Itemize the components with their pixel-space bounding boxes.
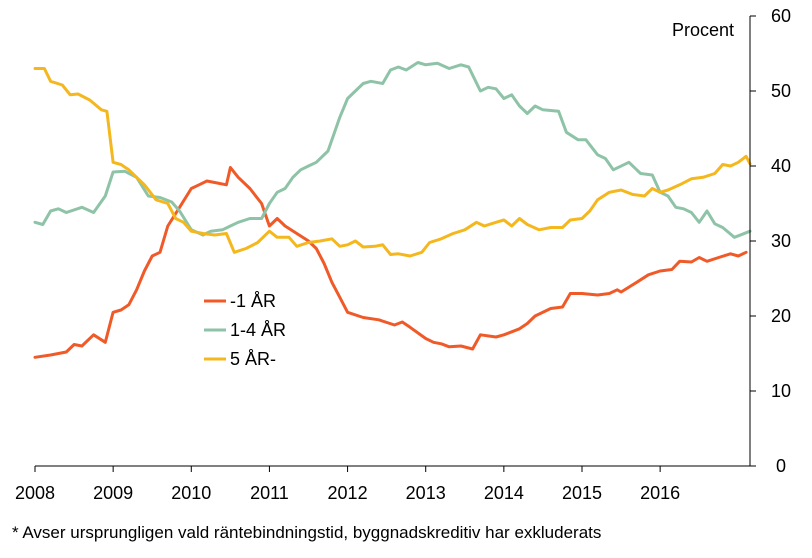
y-tick-label: 30 <box>771 231 791 251</box>
x-tick-label: 2009 <box>93 483 133 503</box>
x-tick-label: 2011 <box>250 483 289 503</box>
x-tick-label: 2014 <box>484 483 524 503</box>
y-axis: 0 10 20 30 40 50 60 <box>750 6 791 476</box>
x-tick-label: 2015 <box>562 483 602 503</box>
y-unit-label: Procent <box>672 20 734 40</box>
y-tick-label: 60 <box>771 6 791 26</box>
y-tick-label: 10 <box>771 381 791 401</box>
x-tick-label: 2008 <box>15 483 55 503</box>
series-line-2 <box>33 61 752 239</box>
y-tick-label: 40 <box>771 156 791 176</box>
x-tick-label: 2010 <box>171 483 211 503</box>
y-tick-label: 50 <box>771 81 791 101</box>
legend-label-1: -1 ÅR <box>230 291 276 311</box>
y-tick-label: 0 <box>776 456 786 476</box>
x-tick-label: 2013 <box>406 483 446 503</box>
series-layer <box>33 61 752 359</box>
footnote: * Avser ursprungligen vald räntebindning… <box>12 523 602 542</box>
legend-label-2: 1-4 ÅR <box>230 320 286 340</box>
x-axis: 2008 2009 2010 2011 2012 2013 2014 2015 2016 <box>15 466 680 503</box>
series-line-1 <box>33 166 748 359</box>
x-tick-label: 2012 <box>328 483 368 503</box>
x-tick-label: 2016 <box>640 483 680 503</box>
legend-label-3: 5 ÅR- <box>230 349 276 369</box>
legend: -1 ÅR 1-4 ÅR 5 ÅR- <box>204 291 286 369</box>
series-line-3 <box>33 67 752 258</box>
y-tick-label: 20 <box>771 306 791 326</box>
